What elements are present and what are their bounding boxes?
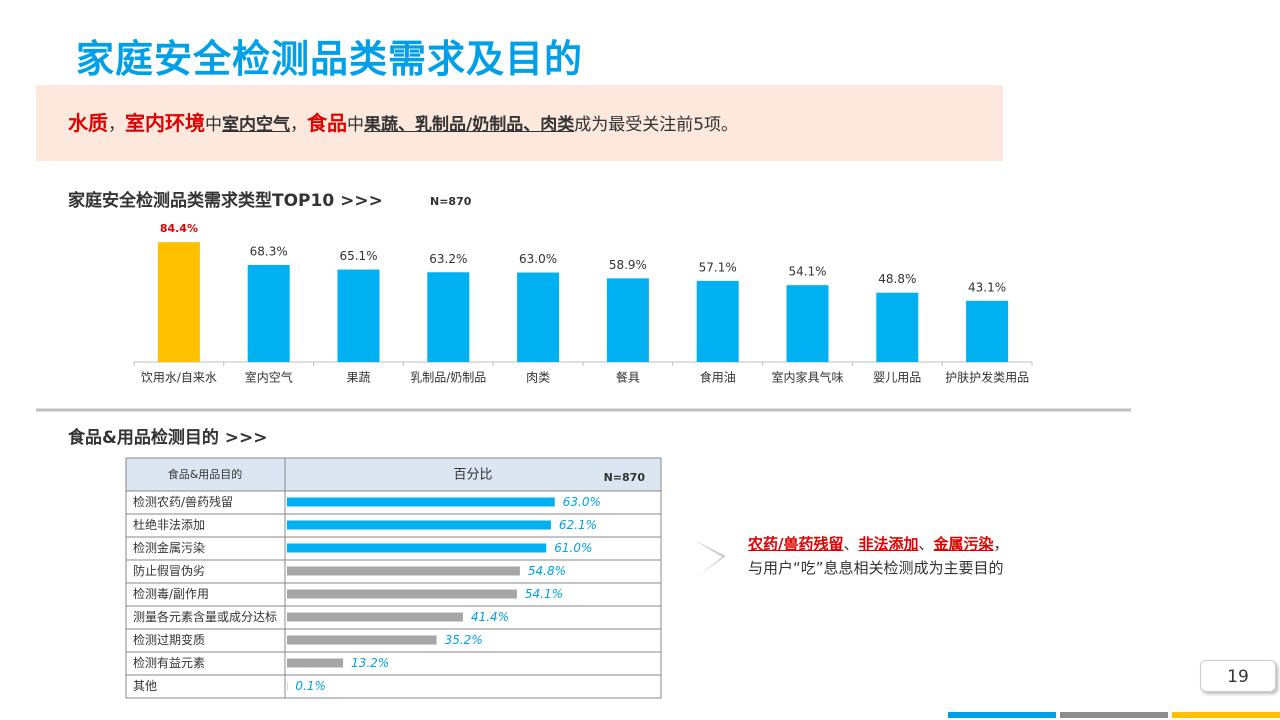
row-label: 杜绝非法添加 (133, 517, 205, 532)
summary-part: 室内空气 (222, 115, 290, 135)
row-label: 检测有益元素 (133, 655, 205, 670)
row-label: 防止假冒伪劣 (133, 563, 205, 578)
chart-title: 食品&用品检测目的 >>> (68, 427, 267, 448)
row-label: 检测过期变质 (133, 632, 205, 647)
chart-note: N=870 (430, 195, 472, 208)
row-label: 检测毒/副作用 (133, 586, 209, 601)
summary-part: 水质 (68, 111, 108, 135)
summary-part: 成为最受关注前5项。 (574, 115, 739, 135)
bar (287, 658, 344, 668)
x-tick-label: 食用油 (700, 370, 736, 385)
slide-title: 家庭安全检测品类需求及目的 (76, 37, 584, 81)
x-tick-label: 饮用水/自来水 (141, 371, 217, 385)
callout-part: 金属污染 (933, 535, 994, 553)
value-label: 54.8% (528, 564, 566, 578)
footer-strip (948, 712, 1056, 718)
value-label: 0.1% (295, 679, 326, 693)
value-label: 65.1% (339, 249, 377, 263)
summary-part: 食品 (307, 111, 347, 135)
table-row (125, 651, 662, 676)
value-label: 63.2% (429, 252, 467, 266)
bar (287, 566, 520, 576)
callout-part: 农药/兽药残留 (748, 535, 844, 553)
summary-box: 水质，室内环境中室内空气，食品中果蔬、乳制品/奶制品、肉类成为最受关注前5项。 (36, 85, 1003, 161)
value-label: 57.1% (699, 260, 737, 274)
callout-part: 、 (918, 535, 934, 553)
value-label: 43.1% (968, 280, 1006, 294)
bar (247, 265, 290, 362)
bar (287, 635, 437, 645)
callout-line: 与用户“吃”息息相关检测成为主要目的 (748, 559, 1004, 577)
value-label: 13.2% (351, 656, 389, 670)
bar (287, 497, 555, 507)
footer-strip (1060, 712, 1168, 718)
summary-part: 中 (347, 115, 364, 135)
value-label: 48.8% (878, 272, 916, 286)
value-label: 54.1% (525, 587, 563, 601)
bar (517, 272, 560, 362)
value-label: 62.1% (559, 518, 597, 532)
x-tick-label: 乳制品/奶制品 (410, 371, 486, 385)
row-label: 其他 (133, 679, 157, 693)
bar (157, 242, 200, 362)
summary-part: 室内环境 (125, 111, 205, 135)
bar (966, 300, 1009, 362)
value-label: 41.4% (471, 610, 509, 624)
summary-part: 果蔬、乳制品/奶制品、肉类 (364, 115, 575, 135)
bar (287, 520, 551, 530)
bar (287, 612, 463, 622)
row-label: 测量各元素含量或成分达标 (133, 609, 277, 624)
value-label: 58.9% (609, 258, 647, 272)
summary-part: 中 (205, 115, 222, 135)
value-label: 68.3% (250, 245, 288, 259)
value-label: 61.0% (554, 541, 592, 555)
row-label: 检测金属污染 (133, 540, 205, 555)
x-tick-label: 室内家具气味 (771, 370, 843, 385)
bar (287, 589, 517, 599)
bar (427, 272, 470, 362)
value-label: 63.0% (563, 495, 601, 509)
arrow-icon (694, 540, 726, 576)
column-header: 食品&用品目的 (168, 467, 243, 481)
callout: 农药/兽药残留、非法添加、金属污染， 与用户“吃”息息相关检测成为主要目的 (748, 532, 1009, 580)
x-tick-label: 室内空气 (245, 370, 293, 385)
x-tick-label: 肉类 (526, 371, 550, 385)
value-label: 63.0% (519, 252, 557, 266)
value-label: 35.2% (445, 633, 483, 647)
callout-part: ， (993, 535, 1009, 553)
value-label: 84.4% (160, 222, 198, 235)
value-label: 54.1% (788, 265, 826, 279)
x-tick-label: 护肤护发类用品 (945, 370, 1029, 385)
bar (337, 269, 380, 362)
bar (287, 543, 547, 553)
bar (606, 278, 649, 362)
callout-part: 、 (843, 535, 859, 553)
chart-note: N=870 (604, 471, 646, 484)
table-row (125, 674, 662, 699)
column-header: 百分比 (453, 468, 492, 483)
summary-part: ， (108, 115, 125, 135)
table-header (125, 457, 662, 492)
bar (696, 280, 739, 362)
page-number: 19 (1200, 660, 1276, 692)
x-tick-label: 餐具 (616, 370, 640, 385)
bar (786, 285, 829, 362)
bar (876, 292, 919, 362)
callout-part: 非法添加 (858, 535, 919, 553)
row-label: 检测农药/兽药残留 (133, 494, 233, 509)
x-tick-label: 婴儿用品 (873, 371, 921, 385)
summary-part: ， (290, 115, 307, 135)
chart-title: 家庭安全检测品类需求类型TOP10 >>> (68, 190, 383, 211)
x-tick-label: 果蔬 (346, 371, 370, 385)
footer-strip (1172, 712, 1280, 718)
